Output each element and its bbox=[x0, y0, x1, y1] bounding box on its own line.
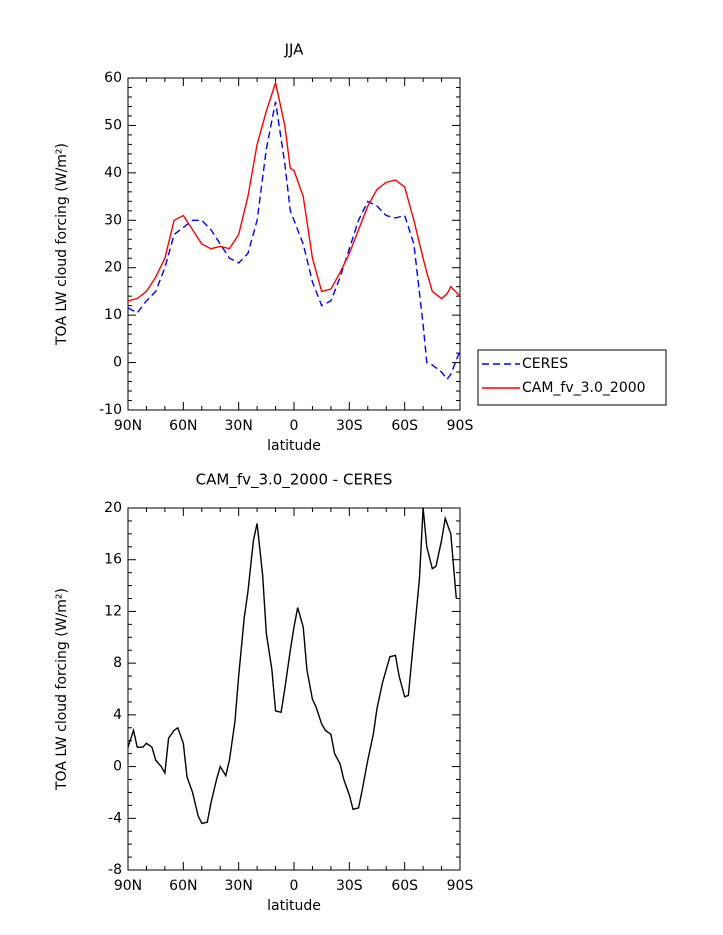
x-tick-label: 90S bbox=[447, 878, 474, 894]
data-line bbox=[127, 101, 461, 381]
y-axis-label: TOA LW cloud forcing (W/m²) bbox=[54, 143, 70, 346]
x-axis-label: latitude bbox=[267, 438, 321, 454]
x-tick-label: 30S bbox=[336, 878, 363, 894]
y-tick-label: -8 bbox=[108, 862, 122, 878]
x-tick-label: 0 bbox=[290, 878, 299, 894]
chart-title: CAM_fv_3.0_2000 - CERES bbox=[196, 471, 393, 490]
data-line bbox=[127, 507, 458, 825]
y-tick-label: 8 bbox=[113, 655, 122, 671]
y-tick-label: 20 bbox=[104, 260, 122, 276]
x-tick-label: 60N bbox=[169, 418, 197, 434]
legend-label: CAM_fv_3.0_2000 bbox=[522, 380, 646, 396]
chart-title: JJA bbox=[284, 41, 305, 59]
x-tick-label: 90N bbox=[114, 418, 142, 434]
y-tick-label: -4 bbox=[108, 810, 122, 826]
legend-label: CERES bbox=[522, 356, 568, 372]
y-tick-label: 16 bbox=[104, 552, 122, 568]
x-tick-label: 60S bbox=[391, 418, 418, 434]
x-tick-label: 30S bbox=[336, 418, 363, 434]
x-tick-label: 0 bbox=[290, 418, 299, 434]
x-axis-label: latitude bbox=[267, 898, 321, 914]
y-tick-label: 20 bbox=[104, 500, 122, 516]
x-tick-label: 30N bbox=[225, 418, 253, 434]
plot-frame bbox=[127, 507, 461, 871]
y-tick-label: 0 bbox=[113, 355, 122, 371]
plot-frame bbox=[127, 77, 461, 411]
x-tick-label: 90N bbox=[114, 878, 142, 894]
x-tick-label: 30N bbox=[225, 878, 253, 894]
y-tick-label: 60 bbox=[104, 70, 122, 86]
legend-box bbox=[477, 349, 667, 406]
x-tick-label: 60N bbox=[169, 878, 197, 894]
y-tick-label: 30 bbox=[104, 212, 122, 228]
y-tick-label: 40 bbox=[104, 165, 122, 181]
y-tick-label: 50 bbox=[104, 117, 122, 133]
y-tick-label: 4 bbox=[113, 707, 122, 723]
y-tick-label: 12 bbox=[104, 603, 122, 619]
y-tick-label: -10 bbox=[99, 402, 122, 418]
data-line bbox=[127, 80, 461, 302]
x-tick-label: 60S bbox=[391, 878, 418, 894]
x-tick-label: 90S bbox=[447, 418, 474, 434]
y-axis-label: TOA LW cloud forcing (W/m²) bbox=[54, 588, 70, 791]
y-tick-label: 0 bbox=[113, 759, 122, 775]
y-tick-label: 10 bbox=[104, 307, 122, 323]
